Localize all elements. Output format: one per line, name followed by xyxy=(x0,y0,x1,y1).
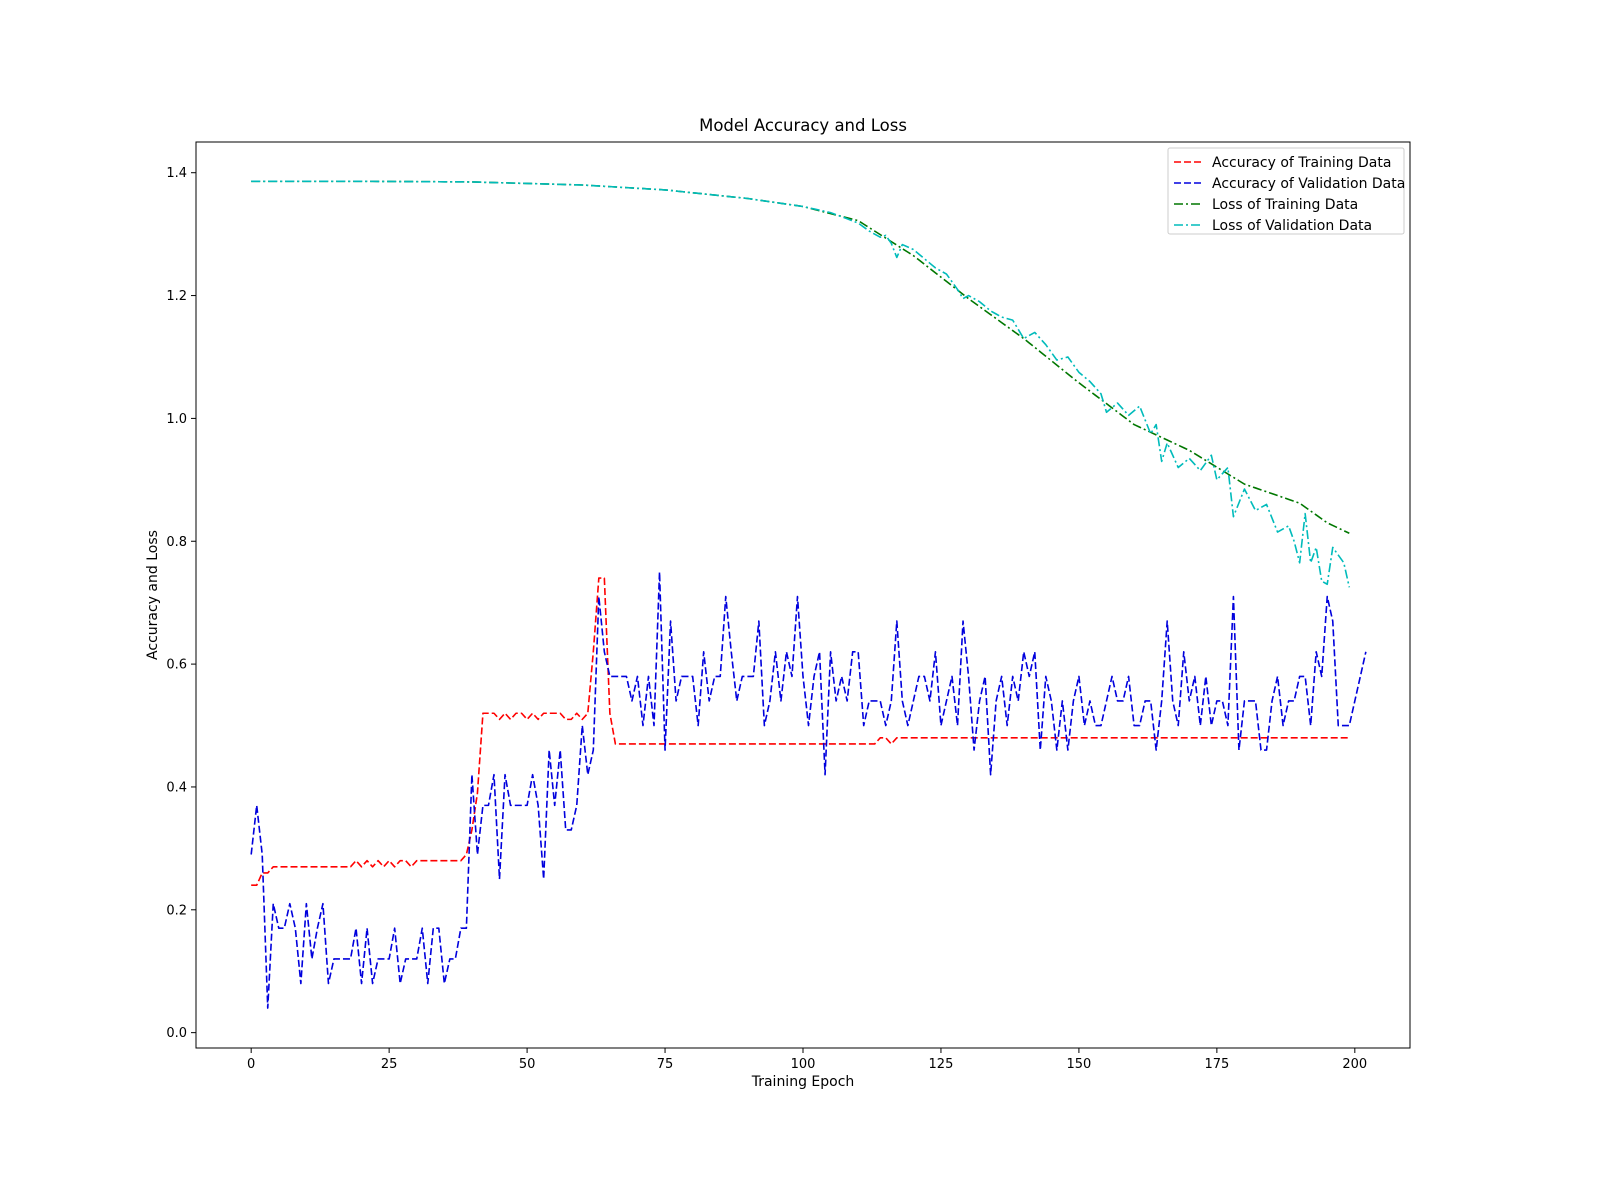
legend-label: Loss of Training Data xyxy=(1212,197,1358,213)
legend: Accuracy of Training Data Accuracy of Val… xyxy=(1167,147,1405,235)
y-tick-label: 0.0 xyxy=(166,1026,187,1041)
y-axis: 0.0 0.2 0.4 0.6 0.8 1.0 1.2 1.4 xyxy=(166,166,196,1041)
y-tick-label: 0.4 xyxy=(166,780,187,795)
legend-label: Accuracy of Training Data xyxy=(1212,155,1391,171)
x-tick-label: 200 xyxy=(1342,1057,1367,1072)
x-tick-label: 50 xyxy=(519,1057,536,1072)
x-tick-label: 75 xyxy=(657,1057,674,1072)
series-layer xyxy=(250,180,1367,1009)
chart-title: Model Accuracy and Loss xyxy=(699,116,907,135)
x-tick-label: 175 xyxy=(1204,1057,1229,1072)
x-tick-label: 125 xyxy=(929,1057,954,1072)
x-tick-label: 150 xyxy=(1066,1057,1091,1072)
y-tick-label: 0.2 xyxy=(166,903,187,918)
y-tick-label: 1.4 xyxy=(166,166,187,181)
x-tick-label: 0 xyxy=(247,1057,255,1072)
x-axis: 0 25 50 75 100 125 150 175 200 xyxy=(247,1048,1367,1072)
x-tick-label: 25 xyxy=(381,1057,398,1072)
x-axis-label: Training Epoch xyxy=(751,1074,855,1090)
y-axis-label: Accuracy and Loss xyxy=(145,530,161,660)
y-tick-label: 0.6 xyxy=(166,658,187,673)
y-tick-label: 1.0 xyxy=(166,412,187,427)
x-tick-label: 100 xyxy=(791,1057,816,1072)
y-tick-label: 0.8 xyxy=(166,535,187,550)
y-tick-label: 1.2 xyxy=(166,289,187,304)
series-line-4 xyxy=(251,180,1351,588)
series-line-2 xyxy=(250,571,1367,1009)
legend-label: Accuracy of Validation Data xyxy=(1212,176,1405,192)
legend-label: Loss of Validation Data xyxy=(1212,218,1372,234)
legend-box xyxy=(1167,147,1405,235)
series-line-1 xyxy=(251,577,1350,887)
